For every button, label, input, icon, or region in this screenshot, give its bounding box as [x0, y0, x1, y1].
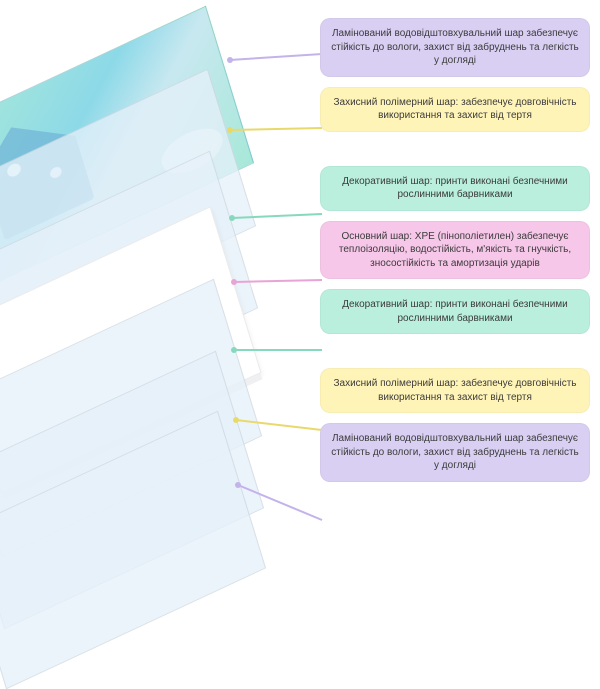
callouts-column: Ламінований водовідштовхувальний шар заб…	[320, 18, 590, 482]
callout-polymer-top: Захисний полімерний шар: забезпечує довг…	[320, 87, 590, 132]
callout-polymer-bottom: Захисний полімерний шар: забезпечує довг…	[320, 368, 590, 413]
mat-layers-diagram	[0, 0, 320, 600]
callout-decor-top: Декоративний шар: принти виконані безпеч…	[320, 166, 590, 211]
callout-decor-bottom: Декоративний шар: принти виконані безпеч…	[320, 289, 590, 334]
callout-core: Основний шар: XPE (пінополіетилен) забез…	[320, 221, 590, 280]
callout-laminate-top: Ламінований водовідштовхувальний шар заб…	[320, 18, 590, 77]
callout-laminate-bottom: Ламінований водовідштовхувальний шар заб…	[320, 423, 590, 482]
